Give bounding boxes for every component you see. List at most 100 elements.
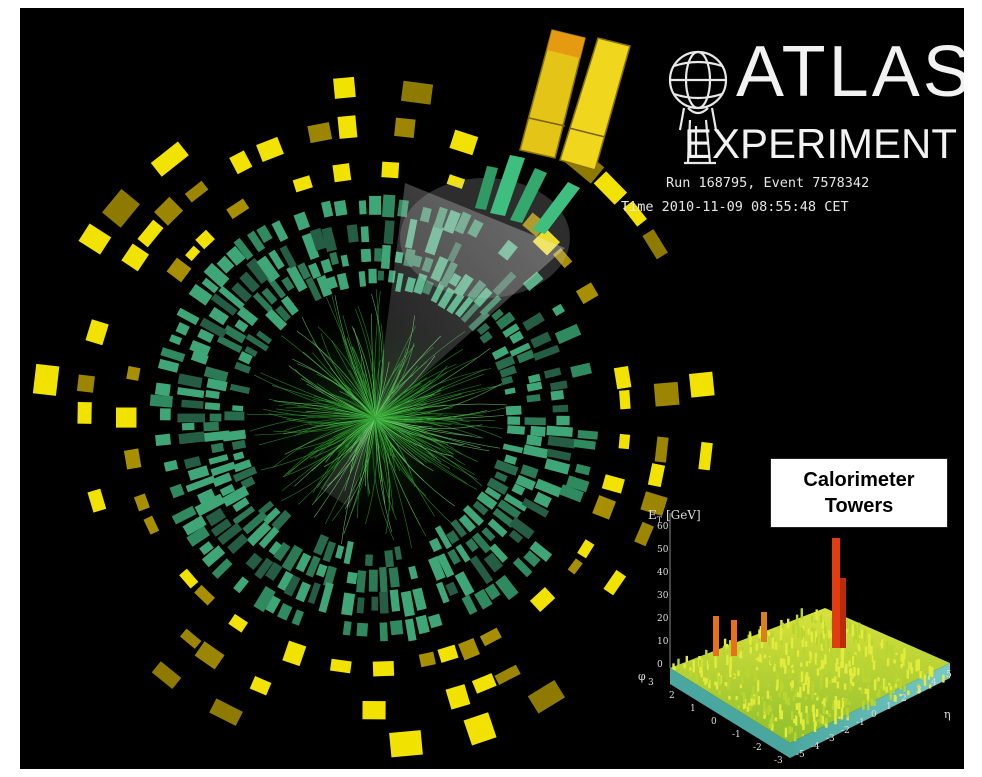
lego-cell [801,733,804,737]
lego-cell [677,658,680,669]
calorimeter-cell [231,282,252,303]
calorimeter-cell [247,230,266,253]
lego-cell [781,622,784,629]
lego-cell [863,629,867,641]
calorimeter-cell [160,347,186,363]
lego-cell [821,620,824,629]
track [374,417,436,460]
calorimeter-cell [573,438,596,450]
track [374,417,483,487]
lego-cell [843,698,846,701]
lego-cell [800,662,803,667]
lego-cell [854,627,857,640]
track [350,417,376,515]
lego-cell [832,703,835,710]
lego-cell [825,723,828,728]
calorimeter-cell [194,641,225,670]
lego-cell [859,666,862,670]
calorimeter-cell [522,312,545,331]
lego-cell [814,630,818,643]
calorimeter-cell [495,311,516,330]
lego-cell [755,660,758,671]
calorimeter-cell [360,248,372,263]
track [374,417,412,548]
lego-cell [804,675,808,685]
lego-cell [775,656,778,665]
lego-cell [703,677,706,682]
jet-cone-upper [375,183,565,418]
calorimeter-cell [476,322,491,336]
phi-tick-label: -2 [753,743,762,753]
lego-cell [813,713,816,722]
calorimeter-cell [494,471,508,483]
lego-cell [787,618,790,629]
lego-cell [689,670,692,677]
calorimeter-cell [293,211,311,231]
lego-cell [729,640,732,653]
calorimeter-cell [321,200,334,218]
lego-cell [756,679,760,692]
lego-cell [794,653,797,662]
calorimeter-cell [224,411,245,421]
track [374,417,427,463]
calorimeter-cell [450,519,467,538]
z-axis-subscript: T [656,515,663,525]
calorimeter-cell [530,331,552,349]
lego-cell [779,712,782,719]
secondary-tower-1 [713,616,719,656]
calorimeter-cell [182,515,207,536]
track [374,415,504,420]
calorimeter-cell [325,276,338,290]
lego-cell [805,641,808,647]
calorimeter-cell [297,262,311,280]
lego-cell [835,663,838,672]
calorimeter-cell [547,435,576,449]
lego-cell [784,692,788,704]
calorimeter-cell [556,415,570,426]
lego-cell [809,651,812,660]
calorimeter-cell [77,401,92,424]
calorimeter-cell [181,399,204,409]
lego-cell [816,697,819,701]
lego-cell [718,690,721,695]
calorimeter-cell [471,673,497,694]
lego-cell [849,683,852,692]
calorimeter-cell [281,276,295,292]
calorimeter-cell [249,676,272,696]
track [374,393,462,419]
lego-cell [736,657,739,662]
calorimeter-cell [447,548,461,565]
lego-cell [783,692,786,700]
peak-tower [832,538,840,648]
calorimeter-cell [356,622,368,637]
lego-cell [771,637,775,649]
calorimeter-cell [236,306,259,327]
lego-cell [787,658,791,665]
calorimeter-cell [504,454,518,465]
lego-cell [802,625,805,629]
calorimeter-cell [177,413,205,423]
lego-cell [828,680,831,685]
calorimeter-cell [479,627,502,647]
calorimeter-cell [653,381,680,407]
lego-cell [746,667,749,679]
calorimeter-cell [176,307,200,326]
calorimeter-cell [295,552,312,573]
lego-cell [784,727,788,738]
lego-cell [923,674,927,686]
lego-cell [726,655,729,665]
calorimeter-cell [368,268,377,284]
calorimeter-cell [346,571,358,585]
calorimeter-cell [619,390,631,410]
calorimeter-cell [379,622,388,642]
calorimeter-cell [427,613,443,629]
calorimeter-cell [554,323,582,345]
lego-cell [797,626,800,638]
lego-cell [757,696,760,705]
calorimeter-cell [506,425,526,435]
calorimeter-cell [282,640,307,667]
lego-cell [780,680,783,693]
lego-cell [773,638,776,642]
lego-cell [825,677,828,684]
calorimeter-cell [186,525,210,547]
